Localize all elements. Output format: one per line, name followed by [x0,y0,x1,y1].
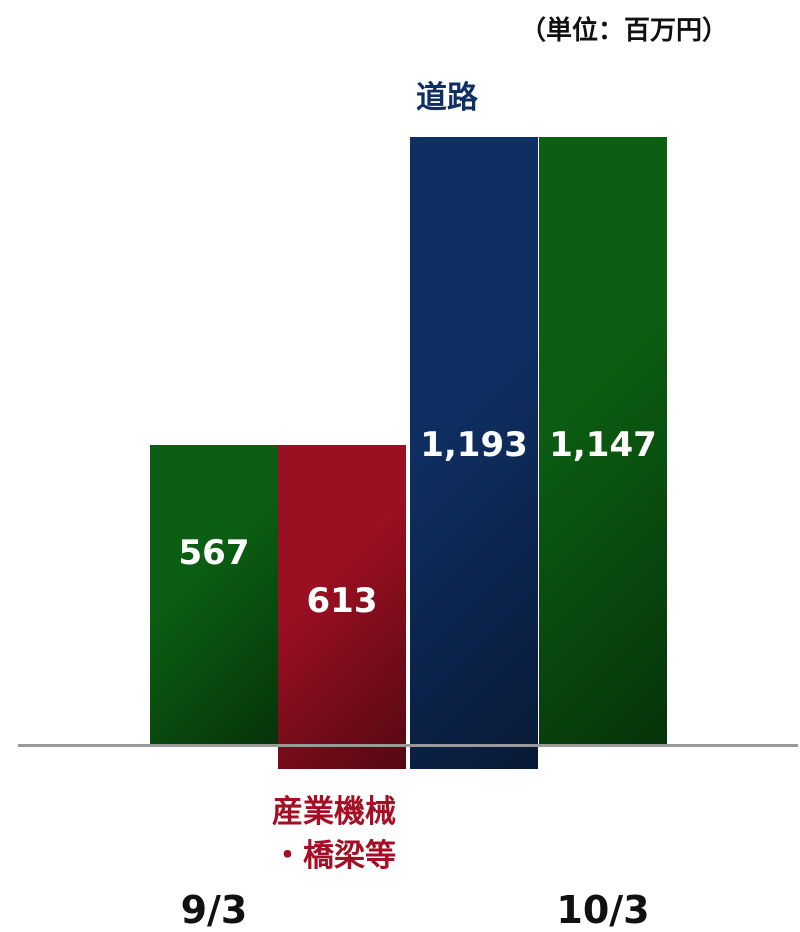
bar-9-3-total [150,444,278,745]
series-label-road: 道路 [416,80,478,116]
category-label-9-3: 9/3 [180,888,248,932]
bar-road-change [410,137,538,770]
baseline [18,744,798,747]
value-label-industrial: 613 [306,580,378,621]
series-label-industrial-line1: 産業機械 [272,794,396,830]
value-label-9-3: 567 [178,532,250,573]
bar-industrial-increase [278,444,406,770]
series-label-industrial-line2: ・橋梁等 [272,838,396,874]
unit-label: （単位：百万円） [520,16,729,46]
bar-10-3-total [539,137,667,745]
category-label-10-3: 10/3 [556,888,650,932]
value-label-road: 1,193 [420,424,528,465]
value-label-10-3: 1,147 [549,424,657,465]
